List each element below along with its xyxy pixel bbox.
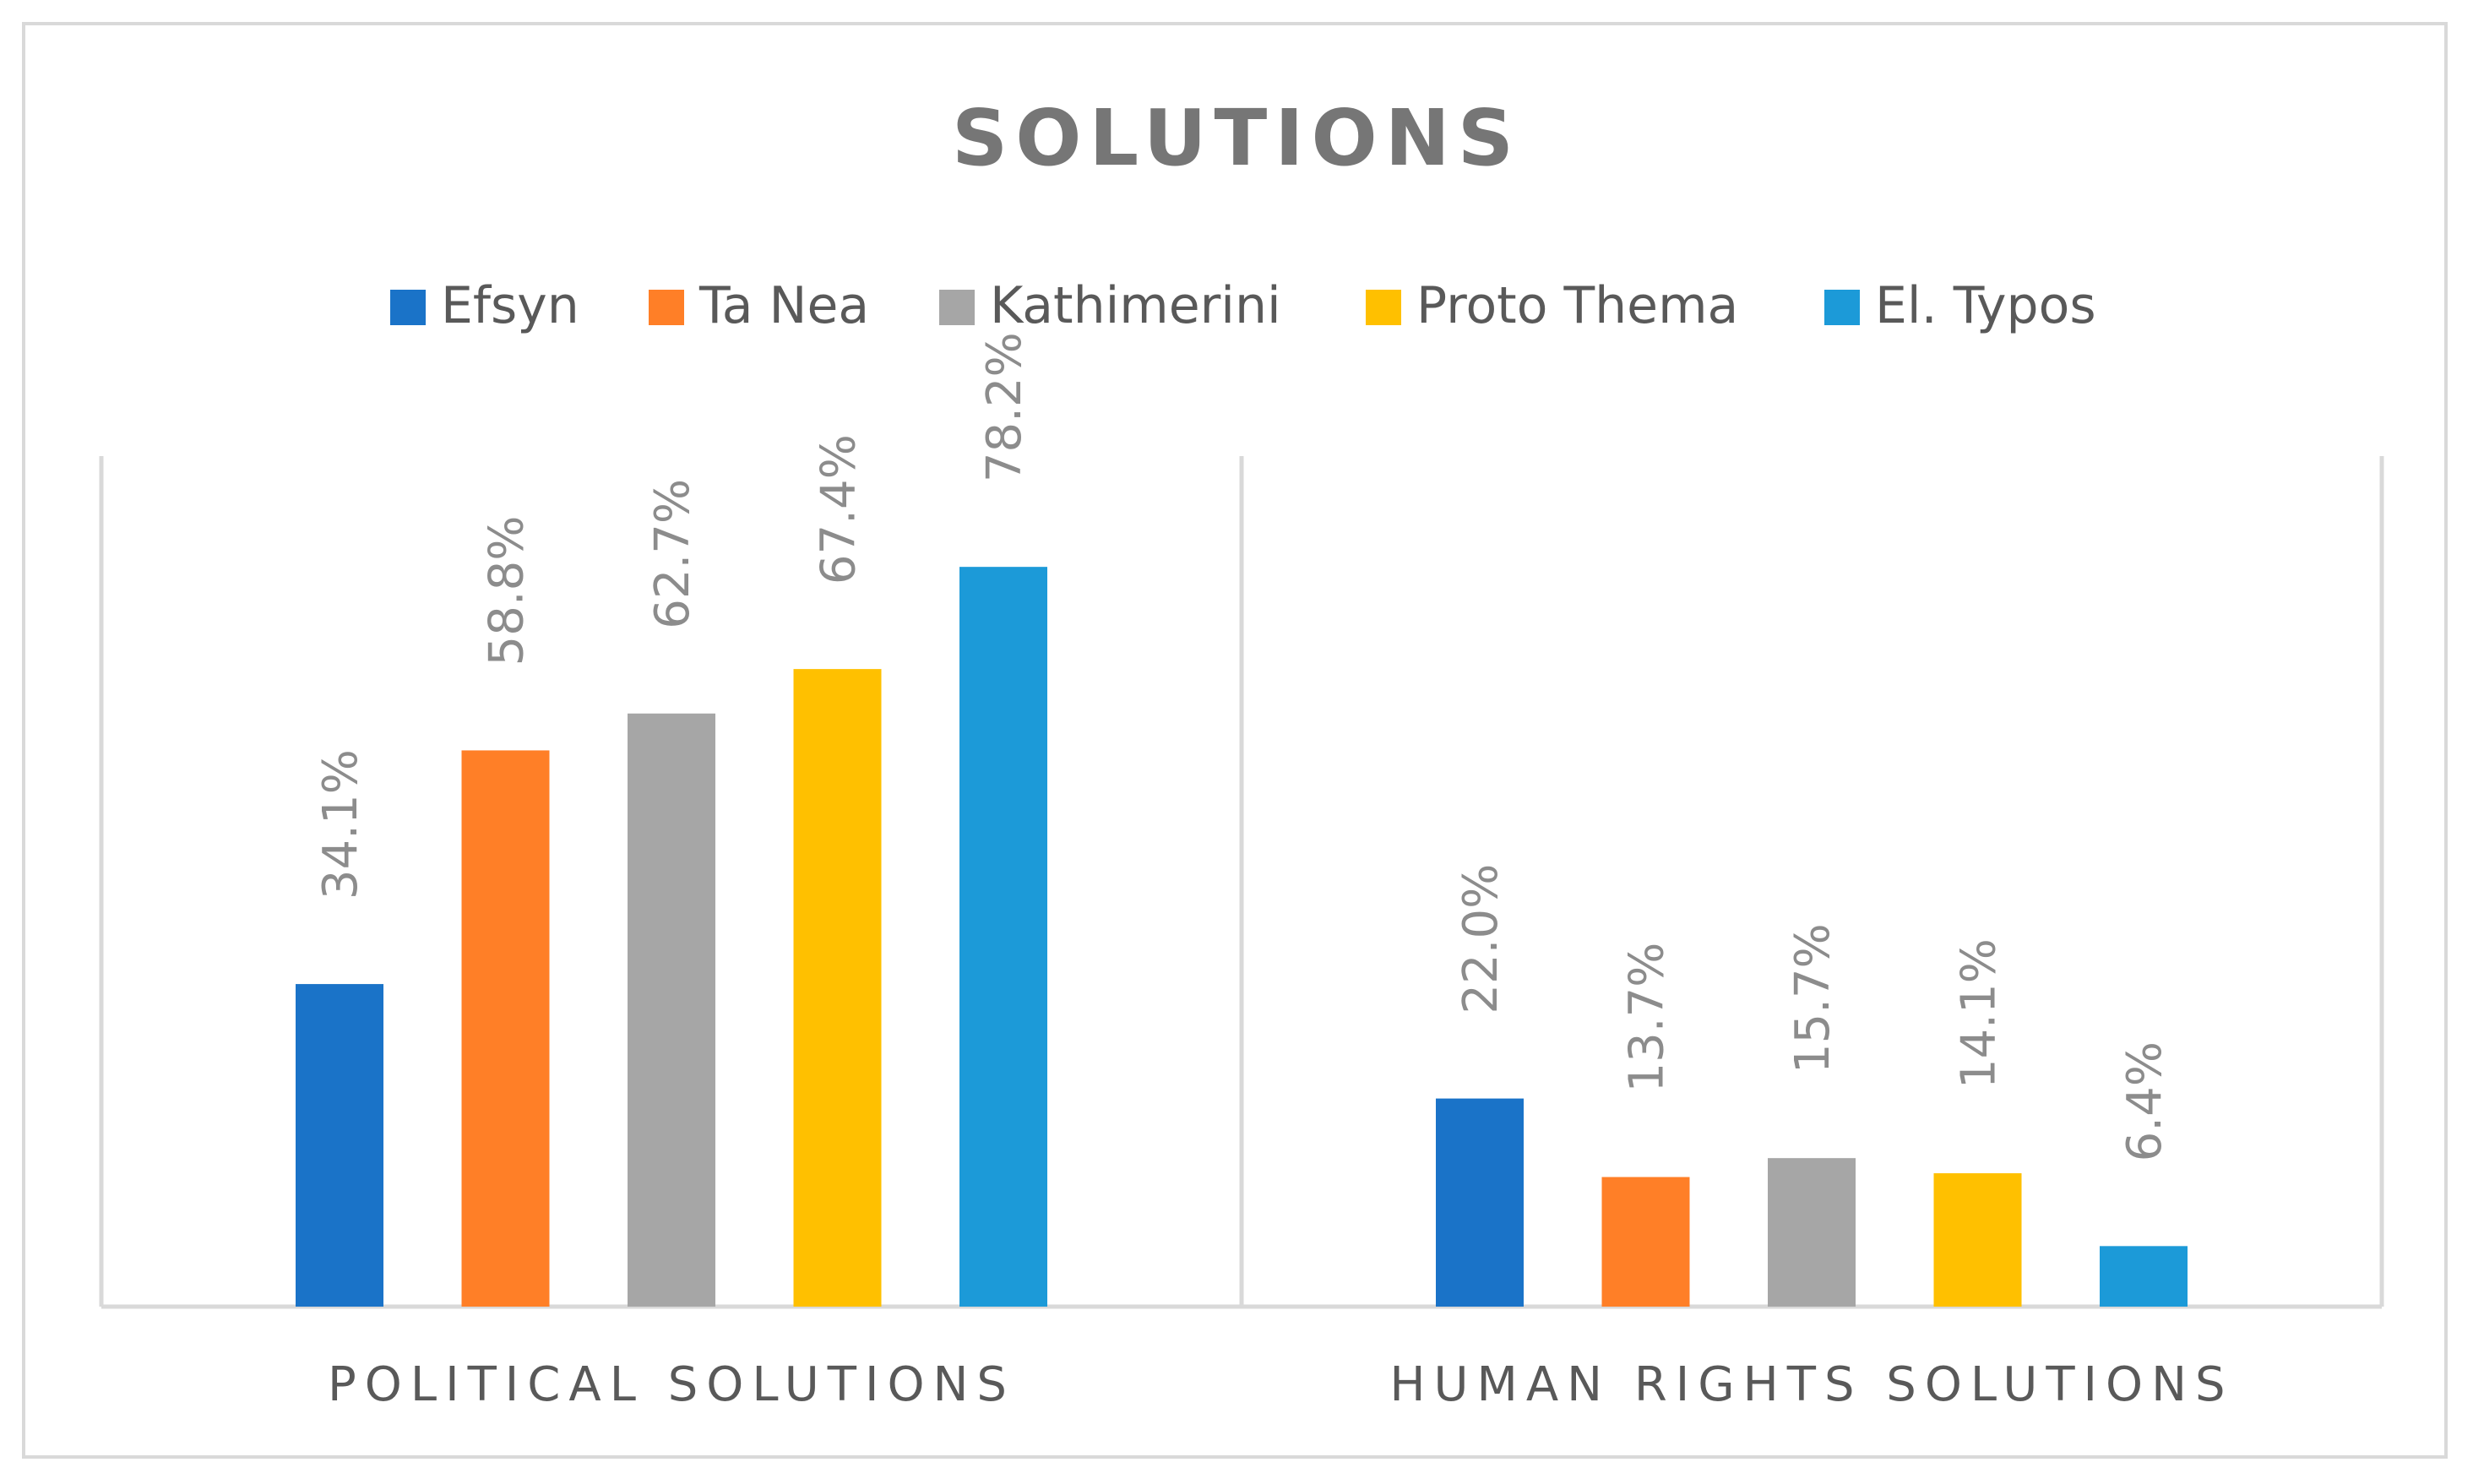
bar-proto-thema-political-solutions[interactable] (793, 669, 882, 1307)
legend-item-el-typos[interactable]: El. Typos (1824, 276, 2096, 335)
data-label-kathimerini-political-solutions: 62.7% (645, 479, 700, 629)
legend-swatch-kathimerini (939, 290, 975, 325)
data-label-kathimerini-human-rights-solutions: 15.7% (1785, 923, 1840, 1074)
legend-label-efsyn: Efsyn (441, 276, 579, 335)
chart-frame (22, 22, 2448, 1459)
legend-item-ta-nea[interactable]: Ta Nea (649, 276, 869, 335)
legend-swatch-el-typos (1824, 290, 1860, 325)
legend-label-ta-nea: Ta Nea (698, 276, 869, 335)
data-label-efsyn-political-solutions: 34.1% (313, 749, 368, 900)
bar-ta-nea-political-solutions[interactable] (461, 750, 550, 1307)
legend-label-proto-thema: Proto Thema (1416, 276, 1738, 335)
data-label-el-typos-human-rights-solutions: 6.4% (2117, 1041, 2172, 1161)
category-label-political-solutions: POLITICAL SOLUTIONS (328, 1357, 1015, 1412)
data-label-ta-nea-political-solutions: 58.8% (480, 516, 535, 666)
bar-efsyn-human-rights-solutions[interactable] (1436, 1098, 1524, 1307)
legend-swatch-ta-nea (649, 290, 684, 325)
legend-label-kathimerini: Kathimerini (990, 276, 1281, 335)
category-labels: POLITICAL SOLUTIONS HUMAN RIGHTS SOLUTION… (328, 1357, 2233, 1412)
bar-el-typos-political-solutions[interactable] (959, 567, 1047, 1307)
data-label-ta-nea-human-rights-solutions: 13.7% (1620, 943, 1675, 1093)
legend-swatch-proto-thema (1366, 290, 1401, 325)
bar-el-typos-human-rights-solutions[interactable] (2100, 1246, 2188, 1307)
legend-item-efsyn[interactable]: Efsyn (390, 276, 579, 335)
data-labels: 34.1% 58.8% 62.7% 67.4% 78.2% 22.0% 13.7% 15.7%… (313, 332, 2172, 1161)
axes (99, 456, 2384, 1309)
data-label-proto-thema-political-solutions: 67.4% (812, 434, 867, 584)
category-label-human-rights-solutions: HUMAN RIGHTS SOLUTIONS (1389, 1357, 2233, 1412)
bar-efsyn-political-solutions[interactable] (296, 984, 383, 1307)
legend-swatch-efsyn (390, 290, 426, 325)
bar-kathimerini-human-rights-solutions[interactable] (1768, 1158, 1856, 1307)
legend-label-el-typos: El. Typos (1875, 276, 2096, 335)
data-label-proto-thema-human-rights-solutions: 14.1% (1952, 938, 2007, 1089)
bar-kathimerini-political-solutions[interactable] (628, 713, 715, 1307)
data-label-efsyn-human-rights-solutions: 22.0% (1454, 864, 1508, 1014)
legend-item-kathimerini[interactable]: Kathimerini (939, 276, 1281, 335)
legend-item-proto-thema[interactable]: Proto Thema (1366, 276, 1738, 335)
bar-ta-nea-human-rights-solutions[interactable] (1601, 1177, 1690, 1307)
bar-proto-thema-human-rights-solutions[interactable] (1933, 1173, 2022, 1307)
chart-title: SOLUTIONS (952, 93, 1521, 183)
legend: Efsyn Ta Nea Kathimerini Proto Thema El. Typ… (390, 276, 2096, 335)
bars (296, 567, 2188, 1307)
data-label-el-typos-political-solutions: 78.2% (977, 332, 1032, 482)
